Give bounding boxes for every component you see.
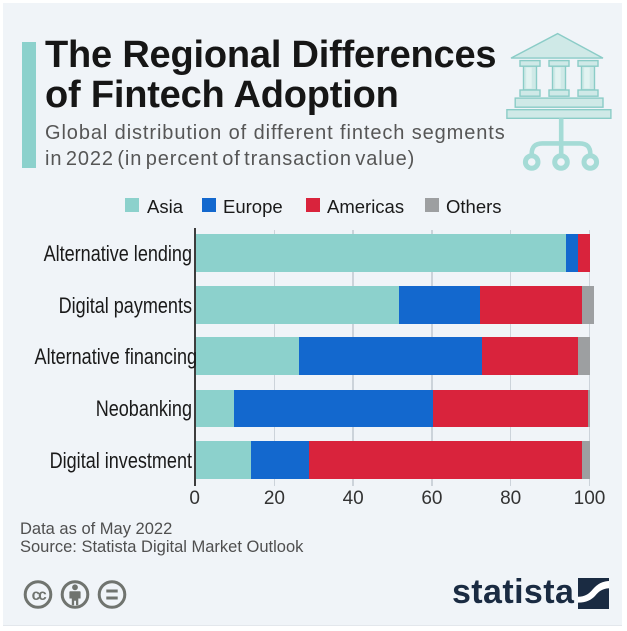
svg-text:cc: cc [32,587,48,604]
